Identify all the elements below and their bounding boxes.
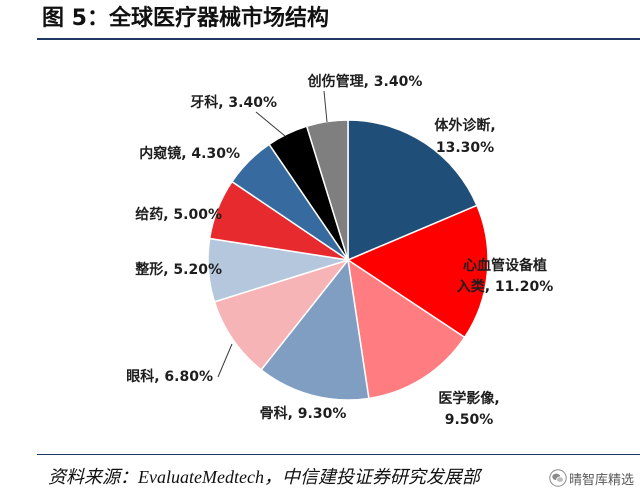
- source-rule: [37, 454, 640, 455]
- leader-line-dental: [255, 111, 286, 137]
- data-label-cardiovascular-implants: 心血管设备植入类, 11.20%: [457, 257, 554, 295]
- pie-slices: [207, 119, 489, 401]
- leader-line-ophthalmology: [217, 343, 233, 378]
- source-note: 资料来源：EvaluateMedtech，中信建投证券研究发展部: [48, 467, 480, 487]
- pie-slice-ophthalmology: [213, 259, 349, 371]
- pie-slice-cardiovascular-implants: [347, 204, 489, 339]
- data-label-wound-management: 创伤管理, 3.40%: [307, 73, 423, 90]
- data-label-ophthalmology: 眼科, 6.80%: [126, 368, 213, 385]
- pie-slice-medical-imaging: [347, 259, 466, 400]
- title-rule: [37, 38, 640, 40]
- watermark: 晴智库精选: [549, 468, 634, 488]
- figure-title: 图 5：全球医疗器械市场结构: [42, 6, 329, 31]
- data-label-endoscopy: 内窥镜, 4.30%: [139, 145, 240, 162]
- pie-slice-in-vitro-diagnostics: [347, 119, 478, 261]
- data-label-medical-imaging: 医学影像, 9.50%: [438, 390, 499, 428]
- data-label-in-vitro-diagnostics: 体外诊断, 13.30%: [434, 117, 495, 156]
- leader-lines: [217, 90, 328, 378]
- data-label-plastic-surgery: 整形, 5.20%: [134, 261, 222, 278]
- watermark-text: 晴智库精选: [569, 472, 635, 488]
- wechat-icon: [549, 469, 567, 487]
- data-labels: 体外诊断, 13.30% 心血管设备植入类, 11.20% 医学影像, 9.50% 骨科,…: [126, 73, 553, 428]
- data-label-dental: 牙科, 3.40%: [190, 94, 277, 111]
- data-label-drug-delivery: 给药, 5.00%: [135, 206, 222, 223]
- leader-line-wound-management: [323, 90, 328, 123]
- data-label-orthopedics: 骨科, 9.30%: [260, 405, 347, 422]
- pie-slice-orthopedics: [260, 259, 370, 401]
